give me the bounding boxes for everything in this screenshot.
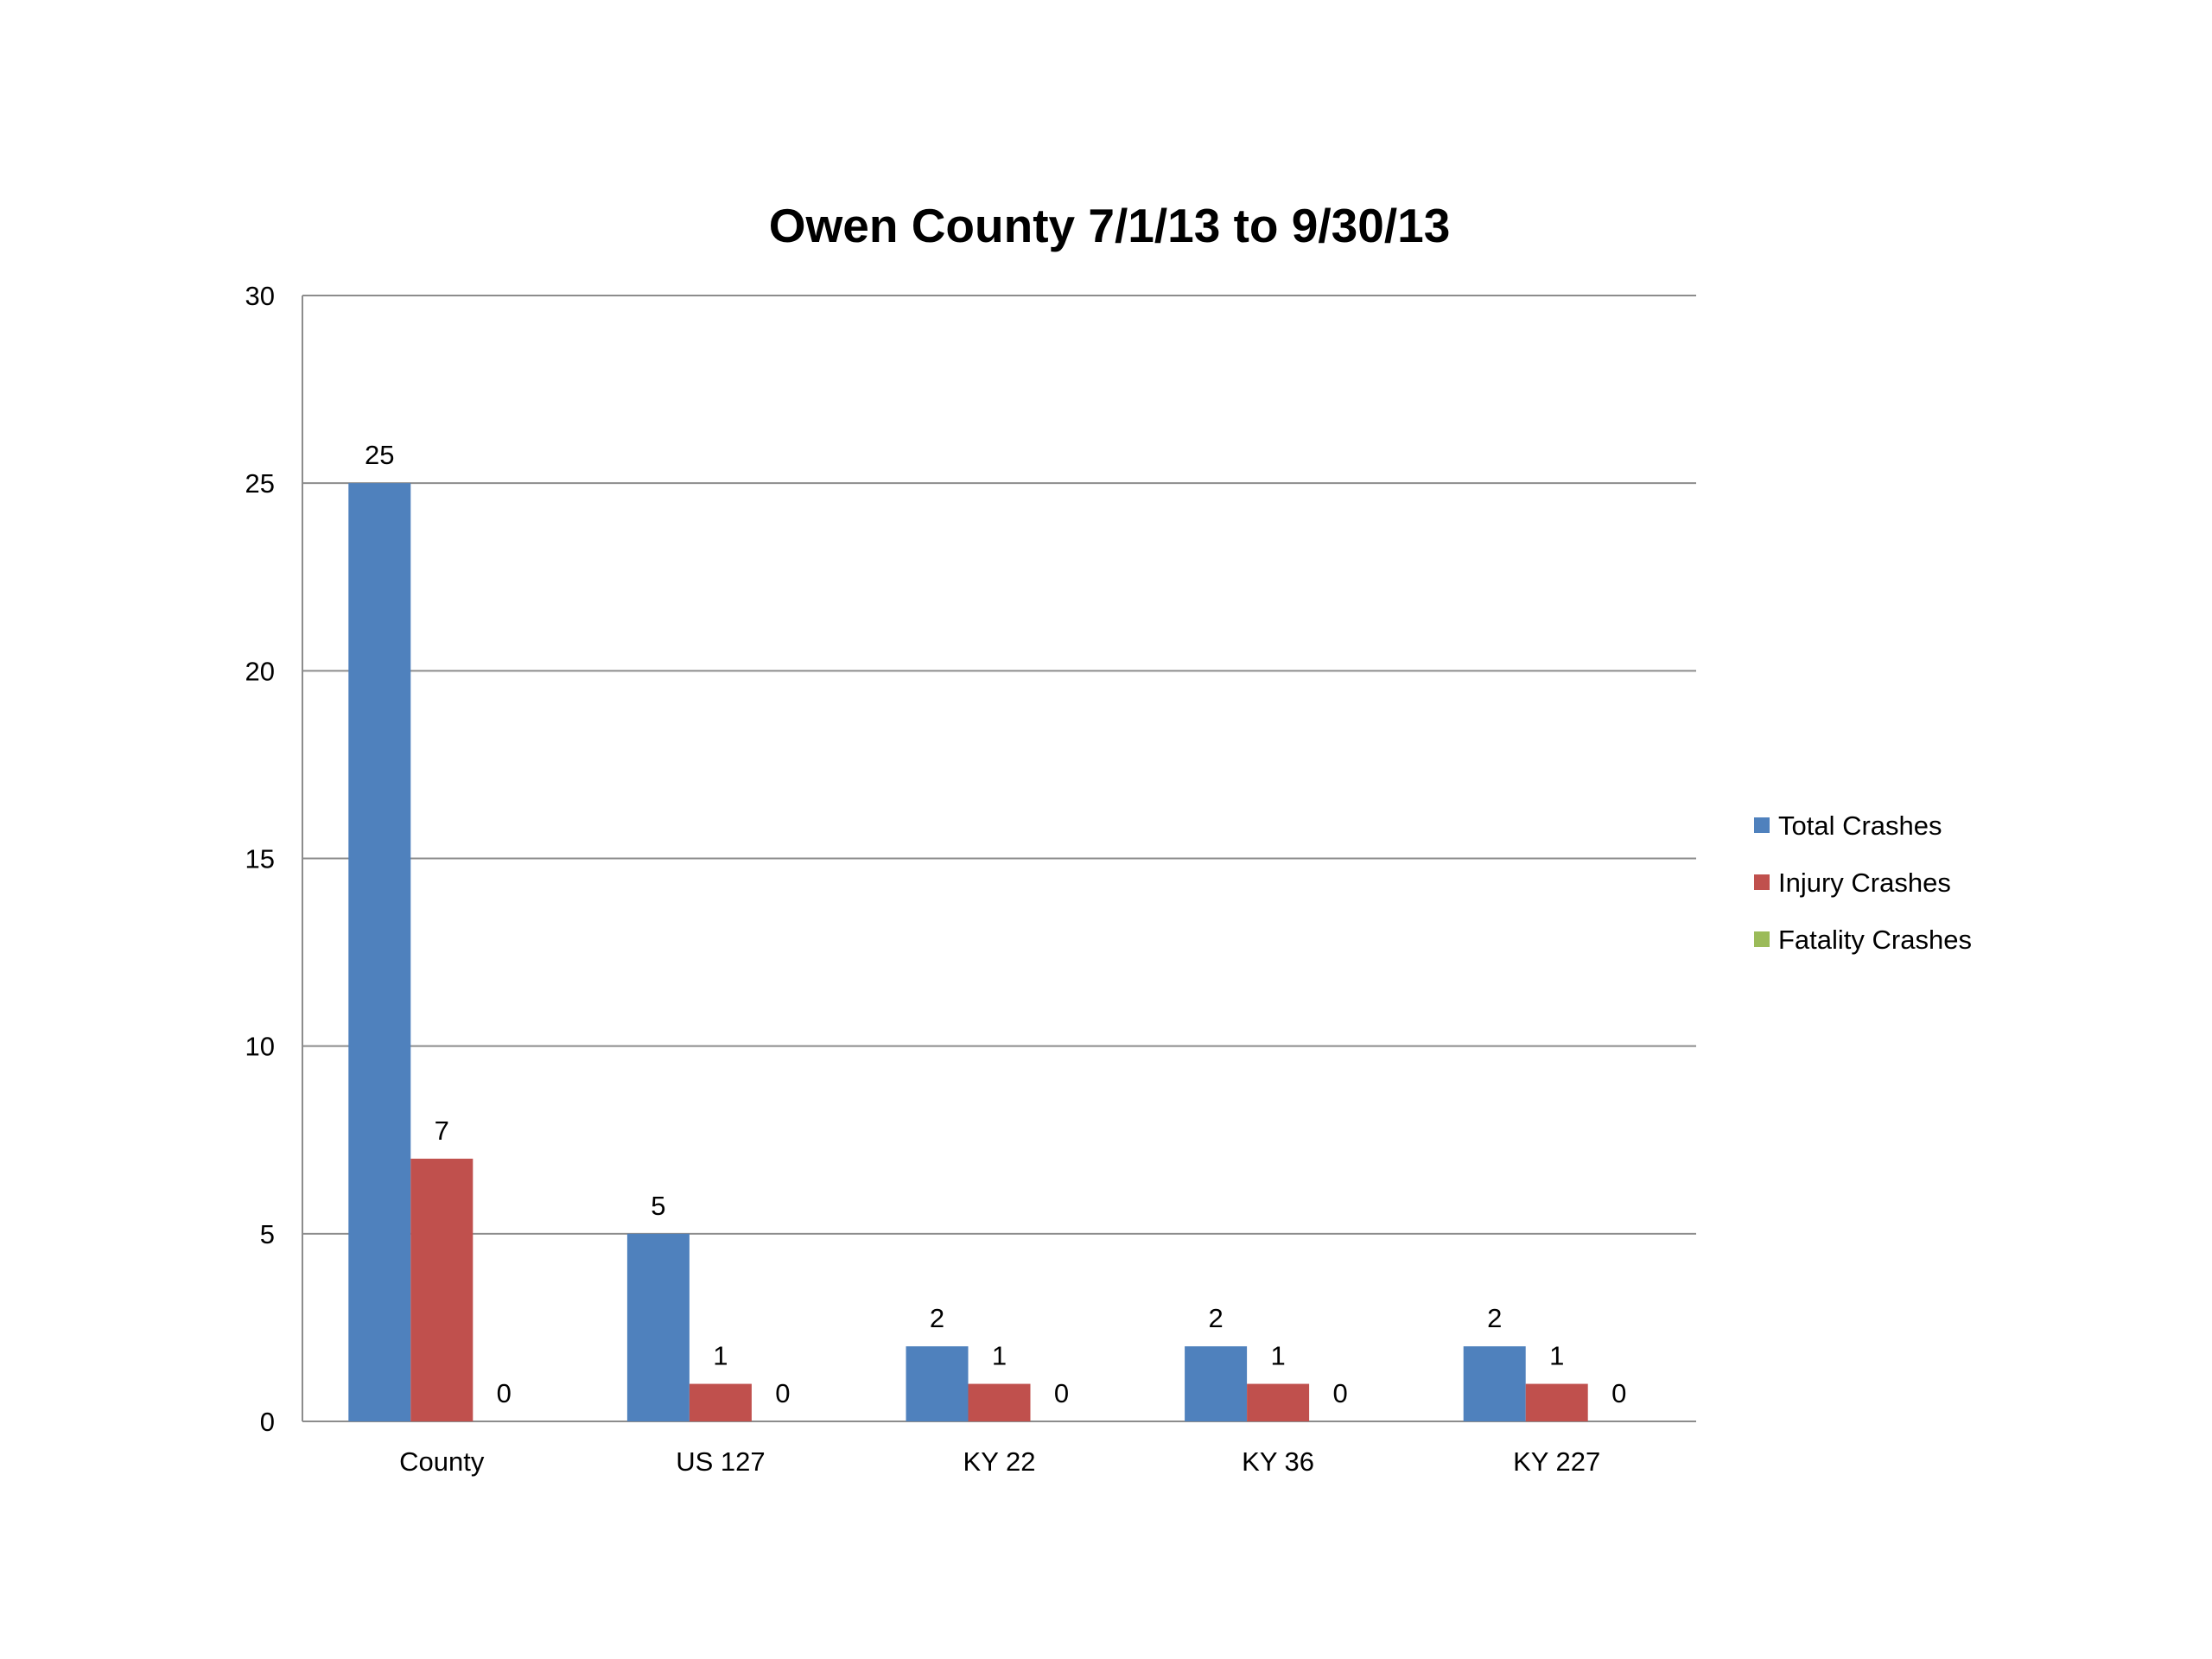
- data-label: 7: [435, 1116, 449, 1146]
- bar-injury-crashes: [968, 1383, 1031, 1421]
- bar-total-crashes: [348, 483, 411, 1421]
- bar-injury-crashes: [1247, 1383, 1310, 1421]
- y-tick-label: 5: [260, 1219, 275, 1249]
- data-label: 2: [1487, 1303, 1502, 1333]
- data-label: 1: [992, 1341, 1007, 1371]
- data-label: 0: [1611, 1378, 1626, 1408]
- chart-title: Owen County 7/1/13 to 9/30/13: [769, 199, 1451, 252]
- y-tick-label: 25: [245, 468, 275, 499]
- data-label: 2: [1208, 1303, 1223, 1333]
- data-label: 1: [1270, 1341, 1285, 1371]
- data-label: 0: [1054, 1378, 1069, 1408]
- data-label: 5: [651, 1191, 665, 1221]
- bar-total-crashes: [626, 1233, 690, 1421]
- data-label: 25: [365, 440, 394, 470]
- legend-label: Total Crashes: [1778, 810, 1942, 841]
- data-label: 1: [1549, 1341, 1564, 1371]
- legend-swatch: [1754, 817, 1770, 833]
- bar-injury-crashes: [689, 1383, 752, 1421]
- legend: Total Crashes Injury Crashes Fatality Cras…: [1754, 810, 1972, 955]
- y-tick-label: 30: [245, 281, 275, 311]
- data-label: 0: [497, 1378, 512, 1408]
- bars: [348, 483, 1588, 1421]
- x-tick-label: KY 36: [1242, 1446, 1314, 1477]
- legend-swatch: [1754, 931, 1770, 947]
- y-tick-label: 10: [245, 1032, 275, 1062]
- y-tick-label: 0: [260, 1407, 275, 1437]
- y-tick-label: 15: [245, 844, 275, 874]
- bar-total-crashes: [906, 1346, 969, 1421]
- data-label: 2: [930, 1303, 944, 1333]
- bar-injury-crashes: [410, 1158, 474, 1421]
- data-label: 1: [713, 1341, 728, 1371]
- x-tick-label: US 127: [676, 1446, 765, 1477]
- bar-total-crashes: [1185, 1346, 1248, 1421]
- y-tick-label: 20: [245, 656, 275, 686]
- data-label: 0: [1332, 1378, 1347, 1408]
- gridlines: [302, 295, 1696, 1235]
- x-tick-label: KY 227: [1513, 1446, 1600, 1477]
- bar-injury-crashes: [1525, 1383, 1588, 1421]
- legend-label: Fatality Crashes: [1778, 925, 1972, 955]
- x-tick-label: County: [399, 1446, 485, 1477]
- x-tick-label: KY 22: [963, 1446, 1036, 1477]
- data-label: 0: [775, 1378, 790, 1408]
- legend-label: Injury Crashes: [1778, 868, 1951, 898]
- bar-total-crashes: [1463, 1346, 1526, 1421]
- legend-swatch: [1754, 874, 1770, 890]
